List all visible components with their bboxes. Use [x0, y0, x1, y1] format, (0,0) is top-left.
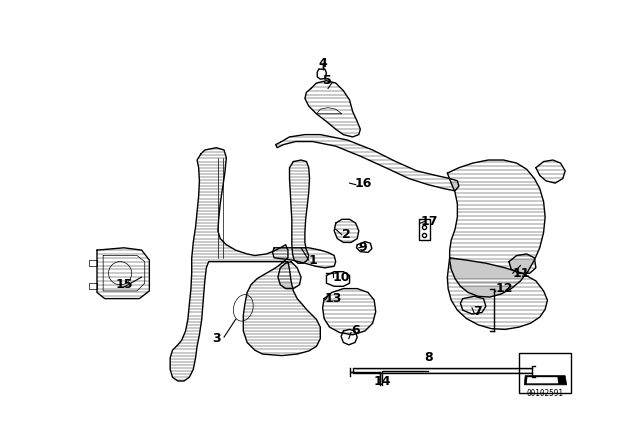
- Polygon shape: [524, 375, 566, 385]
- Text: 13: 13: [325, 292, 342, 305]
- Text: 14: 14: [373, 375, 390, 388]
- Text: 16: 16: [355, 177, 372, 190]
- Polygon shape: [527, 377, 558, 383]
- Text: 3: 3: [212, 332, 221, 345]
- Text: 2: 2: [342, 228, 351, 241]
- FancyBboxPatch shape: [519, 353, 572, 392]
- Text: 5: 5: [323, 74, 332, 87]
- Text: 15: 15: [115, 278, 132, 291]
- Text: 17: 17: [420, 215, 438, 228]
- Text: 6: 6: [351, 324, 360, 337]
- Text: 8: 8: [424, 351, 433, 364]
- Text: 1: 1: [308, 254, 317, 267]
- Text: 11: 11: [513, 267, 531, 280]
- Text: 4: 4: [318, 56, 327, 69]
- Text: 10: 10: [333, 271, 350, 284]
- Text: 7: 7: [473, 305, 481, 318]
- Text: 9: 9: [359, 241, 367, 254]
- Text: 00102591: 00102591: [527, 389, 564, 398]
- Text: 12: 12: [496, 282, 513, 295]
